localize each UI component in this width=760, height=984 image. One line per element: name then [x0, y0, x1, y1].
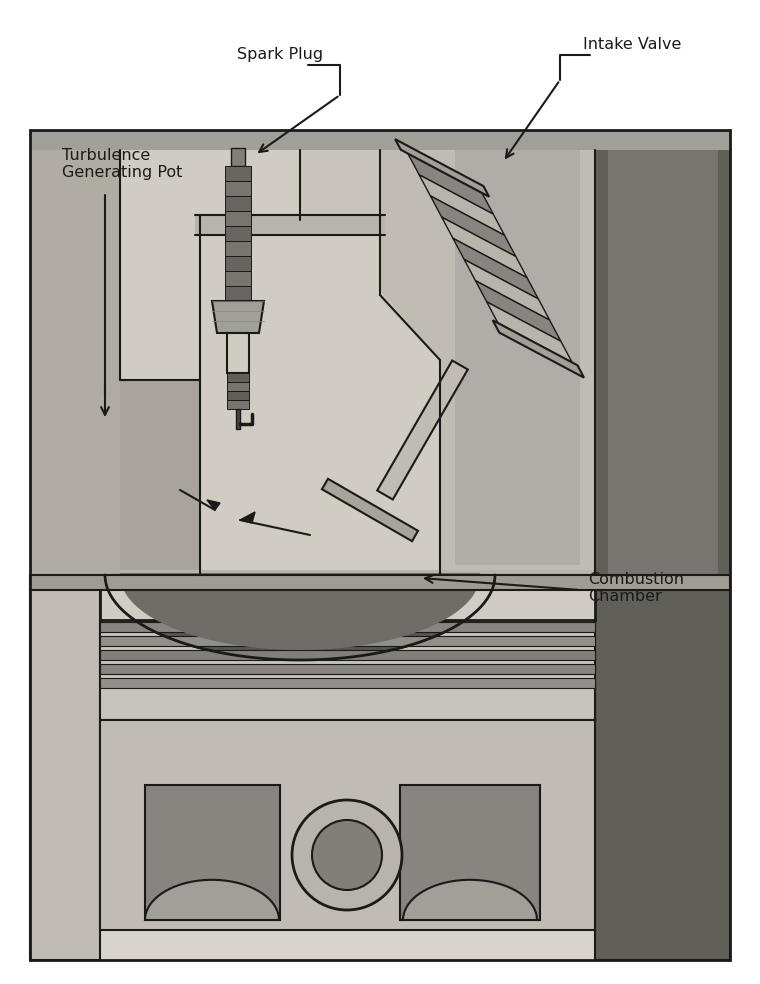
Polygon shape	[120, 573, 480, 650]
Polygon shape	[30, 130, 730, 960]
Polygon shape	[453, 238, 538, 299]
Polygon shape	[105, 575, 495, 660]
Bar	[225, 166, 251, 181]
Polygon shape	[464, 260, 549, 320]
Bar	[100, 620, 595, 720]
Bar	[100, 720, 595, 930]
Polygon shape	[50, 145, 580, 570]
Bar	[231, 148, 245, 166]
Bar	[227, 333, 249, 373]
Bar	[145, 785, 280, 920]
Polygon shape	[212, 301, 264, 333]
Polygon shape	[120, 380, 200, 570]
Polygon shape	[408, 154, 493, 215]
Bar	[227, 400, 249, 409]
Polygon shape	[240, 512, 255, 523]
Bar	[100, 650, 595, 660]
Bar	[30, 130, 730, 150]
Polygon shape	[120, 150, 440, 570]
Text: Spark Plug: Spark Plug	[237, 47, 323, 62]
Bar	[595, 580, 730, 960]
Bar	[100, 622, 595, 632]
Polygon shape	[419, 175, 505, 235]
Polygon shape	[608, 145, 718, 950]
Bar	[100, 580, 595, 620]
Polygon shape	[492, 320, 584, 378]
Polygon shape	[442, 217, 527, 277]
Polygon shape	[476, 280, 561, 341]
Bar	[227, 382, 249, 391]
Bar	[225, 241, 251, 256]
Polygon shape	[486, 302, 572, 362]
Bar	[236, 409, 240, 429]
Bar	[30, 575, 730, 590]
Polygon shape	[30, 130, 595, 580]
Bar	[227, 391, 249, 400]
Circle shape	[312, 820, 382, 890]
Polygon shape	[322, 479, 418, 541]
Bar	[225, 271, 251, 286]
Text: Intake Valve: Intake Valve	[583, 37, 681, 52]
Polygon shape	[145, 880, 280, 920]
Polygon shape	[380, 150, 595, 570]
Bar	[100, 636, 595, 646]
Polygon shape	[400, 880, 540, 920]
Bar	[400, 785, 540, 920]
Polygon shape	[30, 150, 120, 580]
Bar	[225, 256, 251, 271]
Bar	[225, 181, 251, 196]
Polygon shape	[395, 139, 489, 197]
Text: Turbulence
Generating Pot: Turbulence Generating Pot	[62, 148, 182, 180]
Polygon shape	[207, 500, 220, 510]
Polygon shape	[195, 215, 385, 235]
Circle shape	[292, 800, 402, 910]
Polygon shape	[455, 150, 580, 565]
Bar	[225, 226, 251, 241]
Bar	[225, 286, 251, 301]
Bar	[227, 373, 249, 382]
Bar	[225, 196, 251, 211]
Bar	[100, 678, 595, 688]
Polygon shape	[430, 196, 516, 257]
Polygon shape	[595, 130, 730, 960]
Bar	[30, 580, 100, 960]
Polygon shape	[377, 360, 468, 500]
Text: Combustion
Chamber: Combustion Chamber	[588, 572, 684, 604]
Bar	[100, 664, 595, 674]
Bar	[225, 211, 251, 226]
